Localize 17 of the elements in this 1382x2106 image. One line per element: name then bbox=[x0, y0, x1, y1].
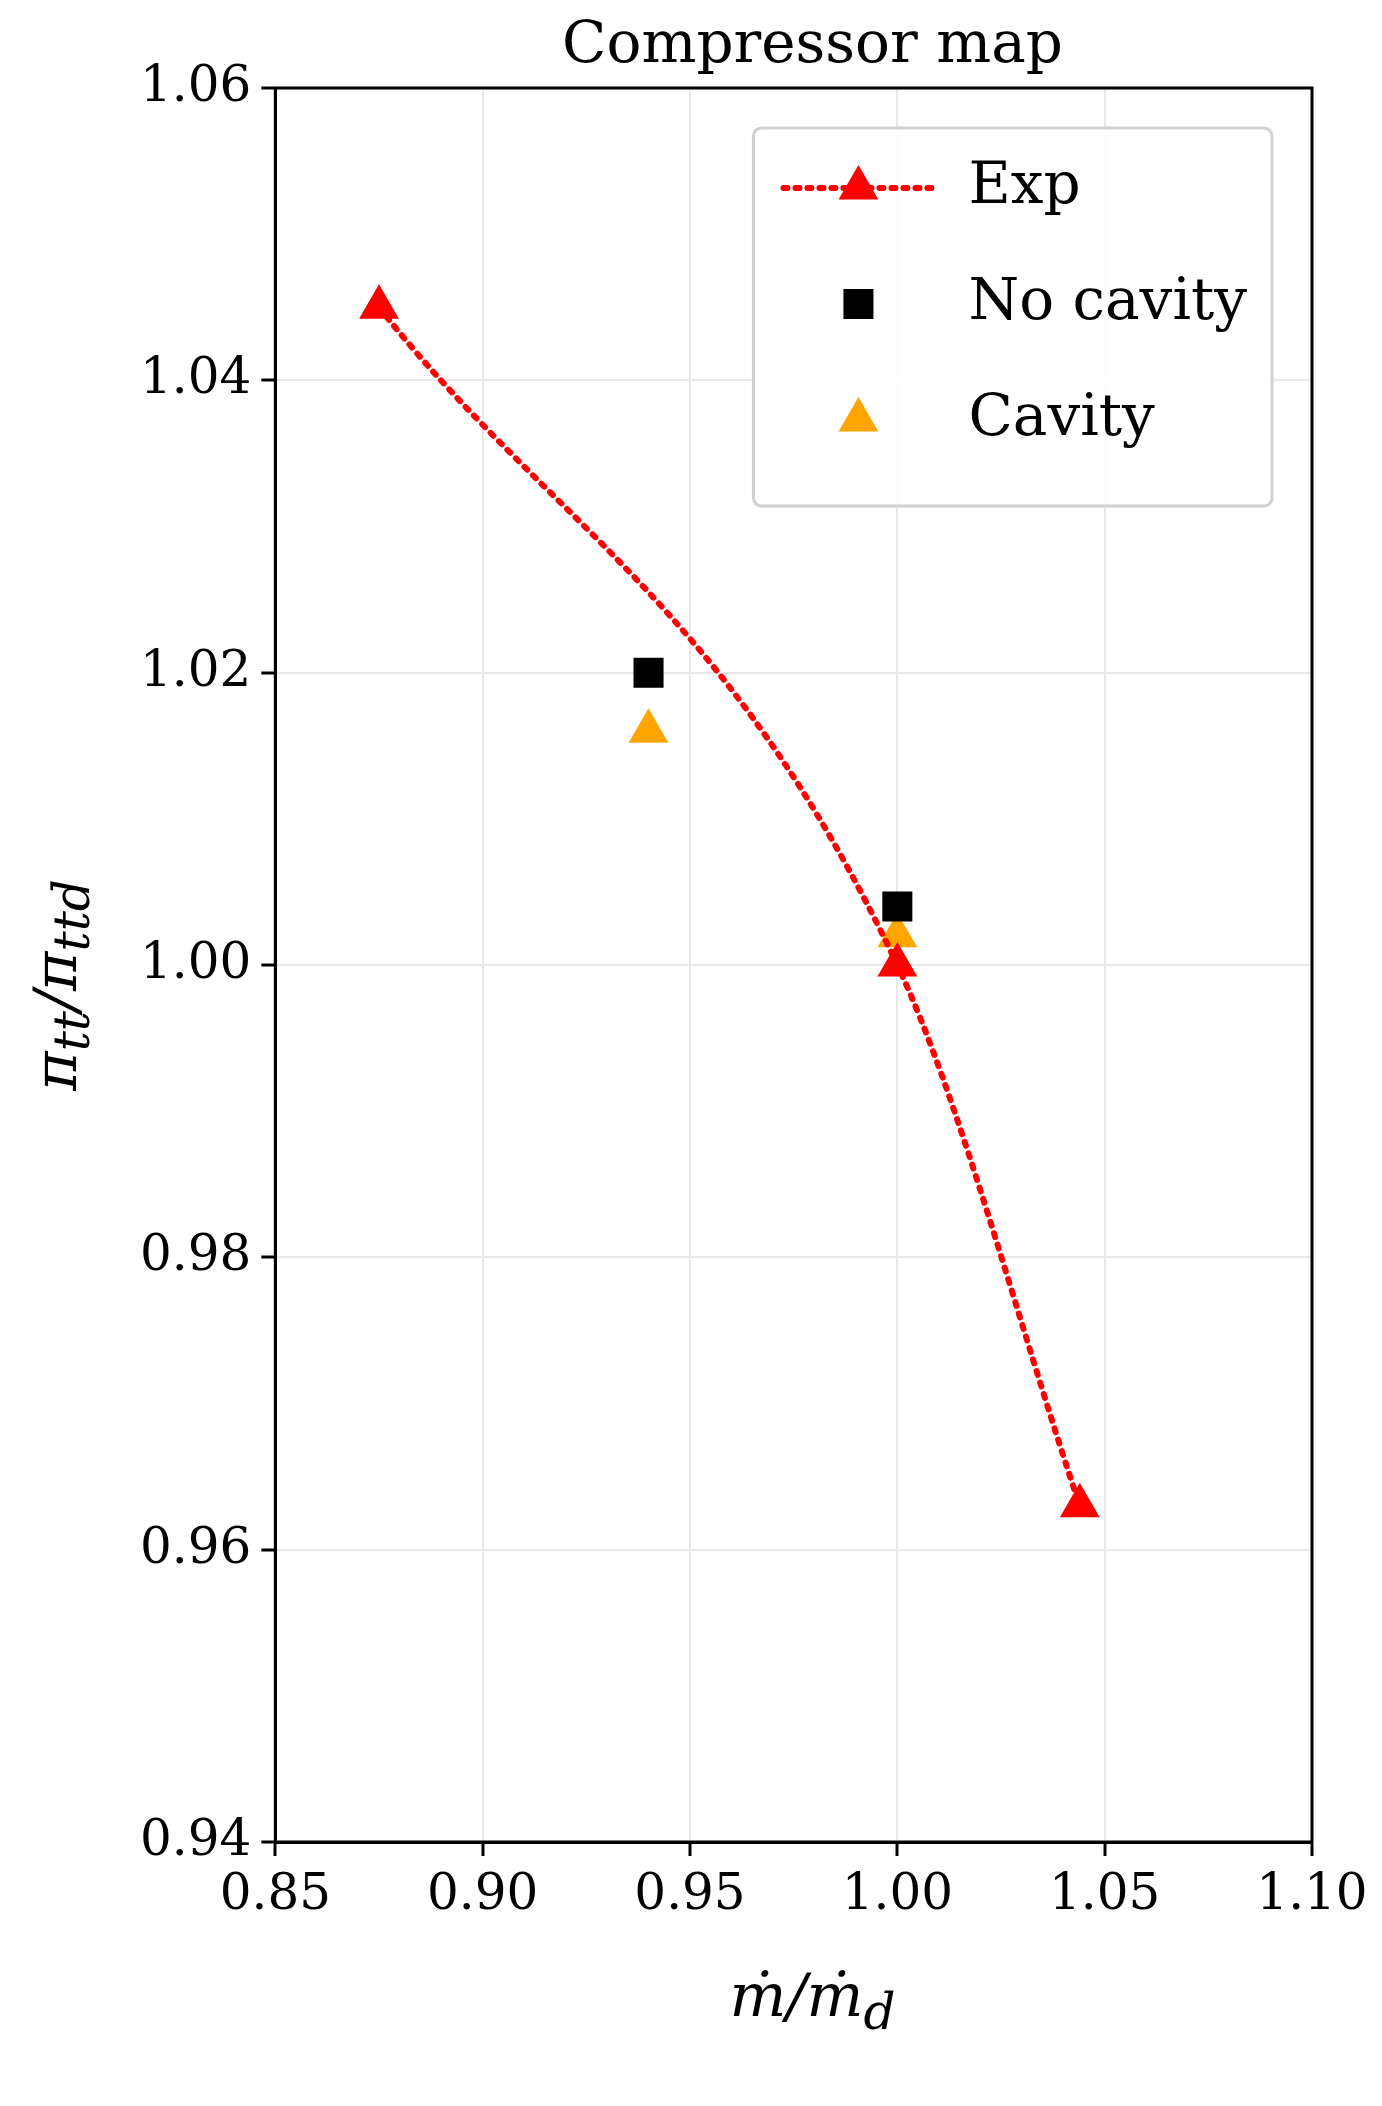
legend-label: Cavity bbox=[968, 381, 1156, 450]
x-axis-title: ṁ/ṁ$_{d}$ bbox=[728, 1960, 897, 2041]
x-tick-label: 0.95 bbox=[634, 1862, 746, 1921]
y-tick-label: 1.02 bbox=[140, 639, 252, 698]
legend-label: No cavity bbox=[968, 265, 1248, 334]
y-tick-label: 1.06 bbox=[140, 54, 252, 113]
x-tick-label: 1.10 bbox=[1256, 1862, 1368, 1921]
y-tick-label: 1.04 bbox=[140, 347, 252, 406]
point bbox=[877, 942, 918, 977]
y-tick-label: 0.96 bbox=[140, 1516, 252, 1575]
x-tick-label: 1.00 bbox=[841, 1862, 953, 1921]
legend-label: Exp bbox=[968, 149, 1081, 218]
x-tick-label: 0.90 bbox=[427, 1862, 539, 1921]
x-tick-label: 1.05 bbox=[1049, 1862, 1161, 1921]
y-tick-label: 1.00 bbox=[140, 931, 252, 990]
y-tick-label: 0.98 bbox=[140, 1224, 252, 1283]
chart-title: Compressor map bbox=[561, 8, 1064, 76]
